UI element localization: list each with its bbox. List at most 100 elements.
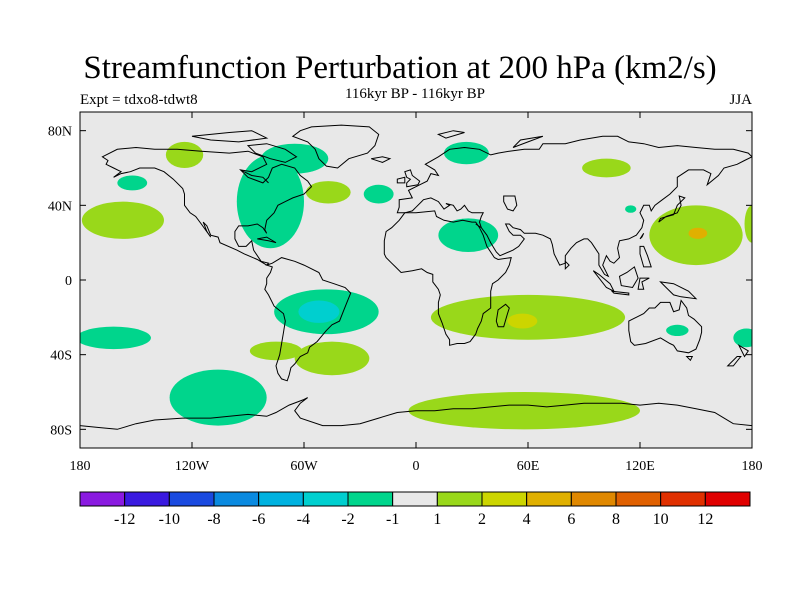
anomaly-region	[444, 141, 489, 165]
coastline-arctic-islands	[191, 130, 269, 143]
colorbar-label: -1	[386, 511, 399, 528]
colorbar-swatch	[481, 491, 528, 507]
anomaly-region	[666, 324, 689, 336]
coastline-sulawesi	[637, 277, 650, 290]
colorbar-swatch	[347, 491, 394, 507]
colorbar: -12 -10 -8 -6 -4 -2 -1 1 2 4 6 8 10 12	[79, 491, 751, 528]
colorbar-swatch	[570, 491, 617, 507]
anomaly-region	[744, 205, 752, 243]
colorbar-swatch	[615, 491, 662, 507]
x-tick-label: 0	[413, 459, 420, 474]
coastline-caspian	[503, 195, 518, 212]
coastline-arabia-red-sea	[475, 223, 482, 229]
coastline-novaya-zemlya	[512, 135, 544, 148]
coastline-greenland	[291, 124, 380, 169]
colorbar-swatch	[213, 491, 260, 507]
colorbar-label: 2	[478, 511, 486, 528]
coastlines	[80, 124, 752, 430]
anomaly-region	[305, 181, 351, 204]
colorbar-label: 6	[567, 511, 575, 528]
x-tick-label: 60E	[517, 459, 540, 474]
coastline-philippines	[639, 245, 652, 268]
colorbar-swatch	[392, 491, 438, 507]
colorbar-swatch	[660, 491, 706, 507]
coastline-africa	[383, 210, 512, 346]
colorbar-swatch	[124, 491, 170, 507]
coastline-australia	[628, 299, 703, 354]
colorbar-label: 1	[433, 511, 441, 528]
colorbar-swatch	[79, 491, 126, 507]
coastline-new-zealand-n	[737, 343, 750, 358]
anomaly-region	[438, 218, 499, 252]
colorbar-label: -8	[207, 511, 220, 528]
coastline-eurasia	[396, 135, 752, 278]
anomaly-region	[733, 328, 752, 348]
x-tick-label: 180	[70, 459, 91, 474]
coastline-sumatra	[592, 270, 616, 293]
y-tick-label: 0	[65, 274, 72, 289]
colorbar-label: 10	[653, 511, 669, 528]
coastline-baffin	[246, 143, 298, 163]
colorbar-label: -4	[297, 511, 310, 528]
colorbar-label: 4	[523, 511, 531, 528]
coastline-new-zealand-s	[726, 356, 742, 367]
x-tick-label: 180	[742, 459, 763, 474]
coastline-sri-lanka	[564, 260, 570, 270]
coastline-japan	[658, 195, 686, 223]
anomaly-region	[294, 341, 370, 376]
anomaly-region	[408, 392, 640, 430]
colorbar-label: -10	[159, 511, 180, 528]
colorbar-swatch	[258, 491, 304, 507]
coastline-iceland	[371, 156, 392, 163]
coastline-java	[610, 290, 630, 296]
anomaly-region	[582, 158, 631, 178]
colorbar-swatch	[526, 491, 572, 507]
coastline-south-america	[264, 257, 352, 382]
coastline-antarctica	[80, 397, 752, 430]
anomaly-region	[117, 175, 148, 191]
colorbar-swatch	[704, 491, 751, 507]
coastline-new-guinea	[659, 281, 698, 300]
y-tick-label: 80S	[50, 423, 72, 438]
colorbar-swatch	[436, 491, 483, 507]
season-label: JJA	[729, 92, 752, 108]
y-tick-label: 40N	[48, 199, 72, 214]
chart-title: Streamfunction Perturbation at 200 hPa (…	[83, 50, 717, 86]
x-tick-label: 60W	[290, 459, 318, 474]
experiment-label: Expt = tdxo8-tdwt8	[80, 92, 198, 108]
axis-ticks: 180 120W 60W 0 60E 120E 180 80N 40N 0 40S 80S	[48, 112, 763, 474]
coastline-madagascar	[495, 303, 510, 328]
y-tick-label: 40S	[50, 349, 72, 364]
colorbar-swatch	[168, 491, 215, 507]
colorbar-swatch	[302, 491, 349, 507]
anomaly-region	[249, 341, 303, 361]
anomaly-region	[165, 141, 204, 168]
y-tick-label: 80N	[48, 125, 72, 140]
coastline-tasmania	[685, 356, 694, 362]
coastline-ireland	[396, 176, 406, 184]
coastline-taiwan	[639, 233, 645, 240]
coastline-uk	[404, 169, 421, 188]
colorbar-label: 12	[697, 511, 713, 528]
coastline-svalbard	[436, 130, 465, 139]
anomaly-region	[688, 227, 708, 239]
colorbar-label: 8	[612, 511, 620, 528]
anomaly-region	[363, 184, 394, 204]
colorbar-label: -2	[341, 511, 354, 528]
anomaly-region	[169, 369, 267, 426]
anomaly-region	[507, 313, 538, 329]
x-tick-label: 120E	[625, 459, 655, 474]
coastline-hudson-bay	[240, 169, 269, 184]
anomaly-region	[81, 201, 164, 239]
coastline-cuba	[257, 236, 277, 244]
anomaly-field	[80, 141, 752, 430]
coastline-borneo	[618, 266, 639, 289]
chart-subtitle: 116kyr BP - 116kyr BP	[344, 86, 485, 102]
colorbar-label: -12	[114, 511, 135, 528]
anomaly-region	[298, 300, 340, 323]
colorbar-label: -6	[252, 511, 265, 528]
coastline-north-america	[101, 146, 313, 266]
anomaly-region	[625, 205, 637, 213]
x-tick-label: 120W	[175, 459, 210, 474]
